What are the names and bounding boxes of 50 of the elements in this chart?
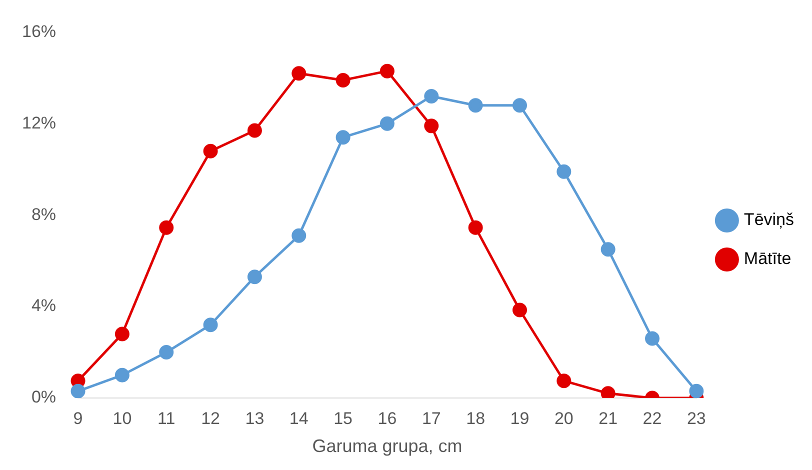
x-tick-label: 17 (422, 408, 441, 428)
point (556, 164, 572, 179)
point (600, 386, 616, 398)
point (645, 331, 660, 346)
x-tick-label: 16 (378, 408, 397, 428)
point (424, 88, 439, 104)
x-tick-label: 12 (201, 408, 220, 428)
point (380, 116, 394, 131)
point (512, 98, 527, 113)
point (114, 326, 130, 342)
y-tick-label: 12% (22, 113, 56, 132)
point (203, 318, 218, 332)
point (336, 130, 350, 145)
x-tick-label: 14 (289, 408, 308, 428)
point (380, 64, 394, 78)
y-tick-label: 4% (31, 296, 56, 316)
point (556, 374, 572, 388)
x-axis-title: Garuma grupa, cm (312, 436, 462, 456)
x-tick-label: 19 (510, 408, 530, 428)
point (292, 228, 306, 243)
x-tick-label: 11 (158, 408, 176, 428)
point (468, 98, 483, 113)
point (600, 242, 616, 257)
legend-label: Mātīte (744, 249, 792, 268)
x-tick-label: 15 (334, 408, 353, 428)
legend-label: Tēviņš (744, 210, 794, 230)
x-tick-label: 9 (73, 408, 83, 428)
x-tick-label: 22 (642, 408, 662, 428)
point (203, 144, 218, 158)
point (247, 123, 262, 138)
x-tick-label: 13 (245, 408, 264, 428)
y-tick-label: 8% (31, 204, 56, 224)
x-tick-label: 10 (112, 408, 132, 428)
x-tick-label: 18 (466, 408, 486, 428)
x-tick-label: 23 (686, 408, 706, 428)
x-tick-label: 21 (598, 408, 618, 428)
y-tick-label: 0% (31, 388, 56, 407)
point (512, 302, 527, 318)
point (114, 368, 130, 382)
point (159, 220, 174, 235)
y-tick-label: 16% (22, 22, 56, 41)
point (468, 220, 483, 235)
point (292, 66, 306, 81)
point (424, 118, 439, 134)
point (689, 384, 704, 398)
point (70, 384, 86, 398)
x-tick-label: 20 (554, 408, 574, 428)
point (247, 270, 262, 284)
point (159, 345, 174, 360)
point (336, 72, 350, 88)
